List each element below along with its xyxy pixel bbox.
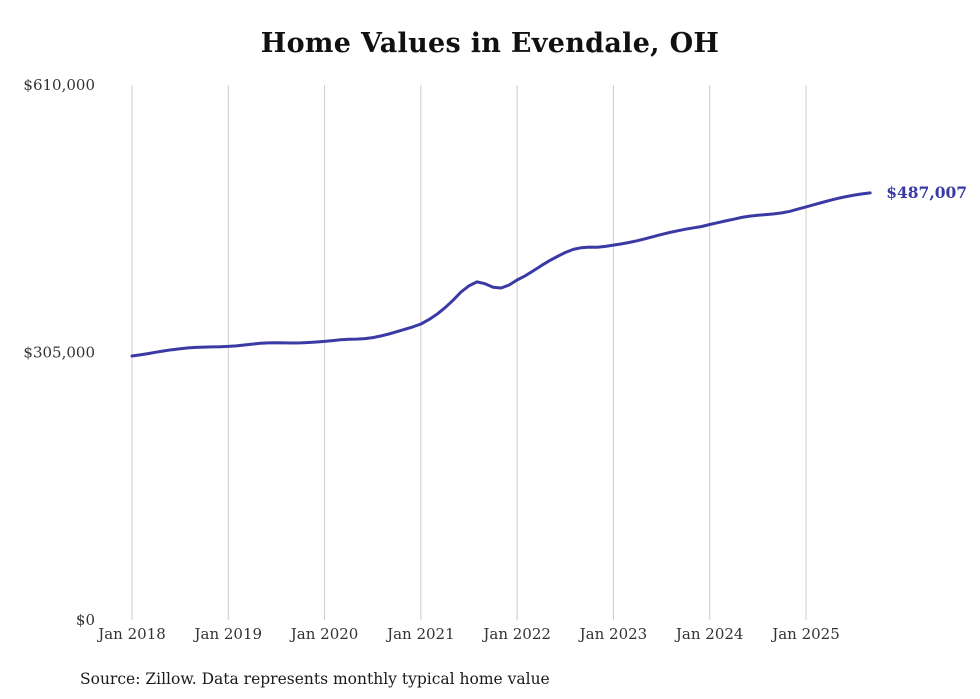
x-tick-label: Jan 2023 bbox=[578, 625, 648, 643]
x-tick-label: Jan 2025 bbox=[770, 625, 840, 643]
x-tick-label: Jan 2019 bbox=[193, 625, 263, 643]
chart-title: Home Values in Evendale, OH bbox=[260, 28, 720, 59]
x-tick-label: Jan 2018 bbox=[96, 625, 166, 643]
x-tick-label: Jan 2024 bbox=[674, 625, 744, 643]
home-value-line bbox=[130, 191, 872, 358]
latest-value-label: $487,007 bbox=[886, 183, 967, 202]
x-tick-label: Jan 2020 bbox=[289, 625, 359, 643]
y-tick-label: $610,000 bbox=[23, 76, 95, 94]
y-tick-label: $305,000 bbox=[23, 344, 95, 362]
x-tick-label: Jan 2021 bbox=[385, 625, 455, 643]
source-note: Source: Zillow. Data represents monthly … bbox=[80, 670, 550, 688]
x-tick-label: Jan 2022 bbox=[481, 625, 551, 643]
y-tick-label: $0 bbox=[76, 611, 95, 629]
